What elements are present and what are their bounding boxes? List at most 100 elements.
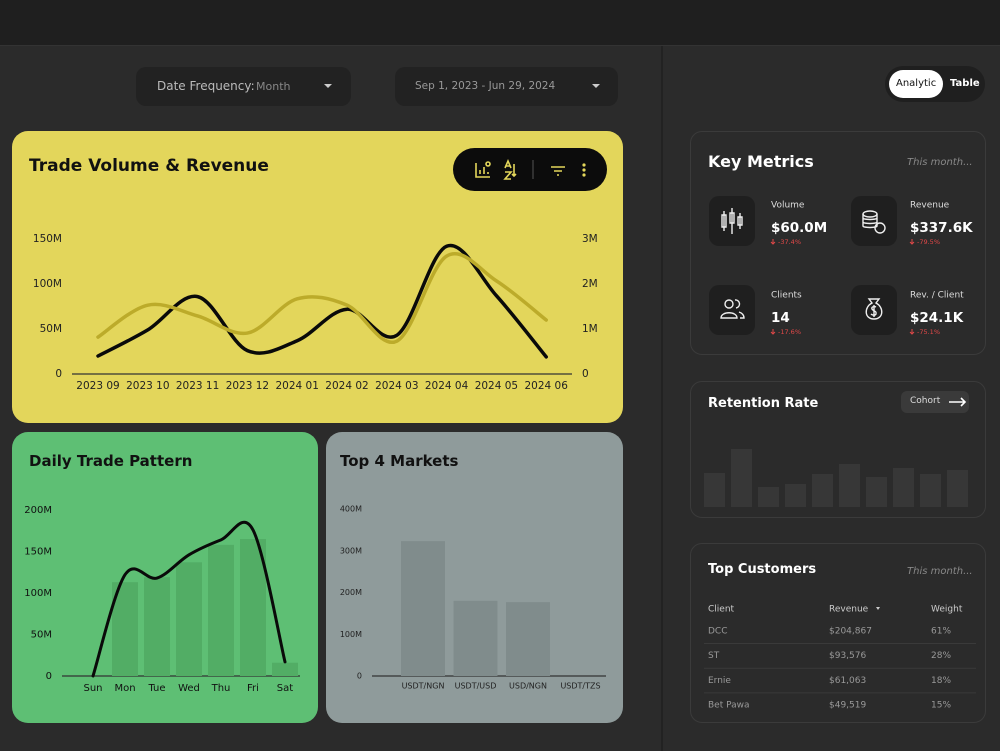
toolbar-icons <box>475 158 586 180</box>
sort-caret <box>876 607 880 610</box>
period: This month... <box>907 157 973 168</box>
y-tick-label: 0 <box>357 672 362 681</box>
frequency-select[interactable]: Date Frequency: Month <box>136 67 351 106</box>
x-tick-label: Mon <box>114 683 135 694</box>
table-cell: $49,519 <box>829 701 866 711</box>
bar <box>866 477 887 507</box>
table-cell: 15% <box>931 701 951 711</box>
table-cell: ST <box>708 651 720 661</box>
y-tick-label: 300M <box>340 546 362 555</box>
table-cell: $204,867 <box>829 627 872 637</box>
x-tick-label: Wed <box>178 683 200 694</box>
metric-value: $24.1K <box>910 310 964 326</box>
y-tick-label: 100M <box>340 630 362 639</box>
card-title: Top Customers <box>708 562 817 577</box>
metric-value: $337.6K <box>910 220 973 236</box>
down-arrow <box>909 239 915 245</box>
retention-card: Retention Rate Cohort <box>690 381 986 518</box>
y2-tick-label: 3M <box>582 233 598 245</box>
table-cell: Bet Pawa <box>708 701 750 711</box>
table-cell: 61% <box>931 627 951 637</box>
x-tick-label: 2023 11 <box>176 380 219 392</box>
down-arrow <box>770 329 776 335</box>
button-label: Cohort <box>910 396 941 406</box>
y-tick-label: 150M <box>33 233 62 245</box>
bar <box>704 473 725 507</box>
dropdown-caret <box>324 84 332 88</box>
table-cell: 18% <box>931 676 951 686</box>
frequency-value: Month <box>256 80 291 93</box>
bar <box>176 562 202 676</box>
metric-change: -75.1% <box>917 328 940 336</box>
metric-change: -79.5% <box>917 238 940 246</box>
metric-icons <box>709 196 897 335</box>
column-header: Revenue <box>829 605 869 615</box>
down-arrow <box>770 239 776 245</box>
line <box>96 243 548 359</box>
x-tick-label: Sun <box>83 683 102 694</box>
y-tick-label: 0 <box>55 368 62 380</box>
y-tick-label: 100M <box>33 278 62 290</box>
y2-tick-label: 0 <box>582 368 589 380</box>
bar <box>812 474 833 507</box>
y-tick-label: 100M <box>24 588 52 599</box>
card-title: Retention Rate <box>708 396 819 411</box>
column-header: Weight <box>931 605 963 615</box>
bar <box>208 544 234 676</box>
y-tick-label: 0 <box>46 671 52 682</box>
x-tick-label: 2024 02 <box>325 380 368 392</box>
metric-change: -37.4% <box>778 238 801 246</box>
x-tick-label: USDT/TZS <box>560 682 600 691</box>
top-bar <box>0 0 1000 46</box>
toggle-active[interactable]: Analytic <box>889 70 943 98</box>
y2-tick-label: 1M <box>582 323 598 335</box>
date-range: Sep 1, 2023 - Jun 29, 2024 <box>415 80 556 92</box>
cohort-button[interactable]: Cohort <box>901 391 969 413</box>
card-title: Top 4 Markets <box>340 452 459 470</box>
x-tick-label: Sat <box>277 683 293 694</box>
x-tick-label: 2023 10 <box>126 380 169 392</box>
bar <box>453 600 498 676</box>
x-tick-label: 2023 12 <box>226 380 269 392</box>
key-metrics-card: Key Metrics This month... <box>690 131 986 355</box>
column-header: Client <box>708 605 735 615</box>
bar <box>401 541 445 676</box>
bar <box>785 484 806 507</box>
metric-label: Rev. / Client <box>910 291 964 301</box>
x-tick-label: 2024 06 <box>524 380 568 392</box>
toggle-option: Analytic <box>896 78 937 89</box>
table-cell: $93,576 <box>829 651 866 661</box>
y-tick-label: 50M <box>31 630 52 641</box>
metric-label: Clients <box>771 291 802 301</box>
y-tick-label: 200M <box>24 505 52 516</box>
y-tick-label: 150M <box>24 547 52 558</box>
card-title: Key Metrics <box>708 152 814 171</box>
line <box>96 252 548 345</box>
x-tick-label: Tue <box>147 683 165 694</box>
down-arrow <box>909 329 915 335</box>
bar <box>947 470 968 507</box>
card-title: Trade Volume & Revenue <box>29 156 269 176</box>
y2-tick-label: 2M <box>582 278 598 290</box>
metric-label: Revenue <box>910 201 950 211</box>
bar <box>731 449 752 507</box>
x-tick-label: USD/NGN <box>509 682 547 691</box>
line <box>91 520 287 678</box>
arrow-icon <box>949 397 967 407</box>
x-tick-label: USDT/NGN <box>402 682 445 691</box>
x-tick-label: 2024 01 <box>275 380 318 392</box>
date-range-select[interactable]: Sep 1, 2023 - Jun 29, 2024 <box>395 67 618 106</box>
x-tick-label: Thu <box>211 683 231 694</box>
toggle-option[interactable]: Table <box>950 78 980 89</box>
table-cell: Ernie <box>708 676 731 686</box>
x-tick-label: 2024 04 <box>425 380 469 392</box>
metric-value: $60.0M <box>771 220 827 236</box>
period: This month... <box>907 566 973 577</box>
view-toggle: Analytic Table <box>885 66 985 102</box>
bar <box>758 487 779 507</box>
table-cell: DCC <box>708 627 728 637</box>
bar <box>839 464 860 507</box>
bar <box>272 662 298 676</box>
x-tick-label: 2024 05 <box>475 380 518 392</box>
